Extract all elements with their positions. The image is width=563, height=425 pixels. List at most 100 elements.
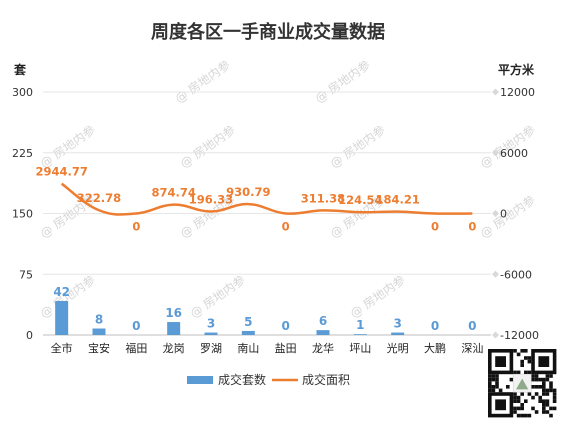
qr-code-image	[488, 349, 557, 418]
left-axis-ticks: 0 75 150 225 300	[12, 86, 33, 342]
bar-value-label: 3	[207, 317, 215, 331]
bar	[167, 322, 181, 335]
qr-module	[545, 392, 550, 396]
bar	[353, 334, 367, 335]
line-value-label: 874.74	[151, 186, 195, 200]
qr-module	[520, 359, 524, 364]
qr-module	[488, 374, 492, 378]
category-label: 罗湖	[200, 342, 222, 355]
right-axis-label: 平方米	[498, 62, 535, 77]
qr-module	[495, 381, 499, 385]
qr-module	[549, 385, 553, 389]
qr-module	[527, 370, 532, 375]
watermark-text: @ 房地内参	[312, 57, 373, 106]
right-tick-label: 12000	[500, 86, 535, 99]
bar-value-label: 0	[132, 319, 140, 333]
line-value-label: 196.33	[189, 193, 233, 207]
qr-module	[527, 413, 532, 418]
category-label: 福田	[125, 341, 147, 355]
qr-module	[538, 377, 542, 382]
qr-module	[552, 399, 557, 403]
qr-module	[549, 413, 553, 418]
x-axis-categories: 全市 宝安 福田 龙岗 罗湖 南山 盐田 龙华 坪山 光明 大鹏 深汕	[51, 341, 484, 355]
qr-finder-core	[495, 356, 506, 367]
qr-module	[531, 385, 535, 389]
category-label: 南山	[237, 342, 259, 355]
qr-module	[495, 385, 499, 389]
bar	[391, 332, 405, 335]
qr-module	[542, 399, 546, 403]
qr-module	[542, 388, 546, 393]
qr-module	[545, 374, 550, 378]
left-axis-label: 套	[13, 62, 27, 77]
line-value-label: 311.38	[301, 191, 345, 205]
line-value-label: 0	[431, 220, 439, 234]
qr-module	[520, 403, 524, 407]
qr-module	[534, 410, 539, 414]
qr-module	[527, 359, 532, 364]
qr-module	[488, 385, 492, 389]
bar-value-label: 42	[53, 285, 70, 299]
qr-module	[531, 374, 535, 378]
qr-module	[531, 377, 535, 382]
bar-value-label: 6	[319, 314, 327, 328]
bar	[204, 332, 218, 335]
qr-module	[520, 392, 524, 396]
qr-module	[495, 377, 499, 382]
line-value-label: 0	[132, 220, 140, 234]
qr-module	[542, 410, 546, 414]
right-tick-label: 6000	[500, 147, 528, 160]
left-tick-label: 150	[12, 208, 33, 221]
qr-module	[542, 403, 546, 407]
qr-module	[524, 349, 528, 353]
qr-module	[542, 381, 546, 385]
qr-module	[520, 349, 524, 353]
qr-module	[513, 370, 517, 375]
qr-module	[552, 406, 557, 411]
qr-module	[531, 395, 535, 400]
qr-module	[538, 385, 542, 389]
qr-module	[545, 388, 550, 393]
qr-module	[524, 399, 528, 403]
qr-module	[491, 374, 496, 378]
qr-module	[513, 349, 517, 353]
qr-module	[524, 413, 528, 418]
bar-data-labels: 42 8 0 16 3 5 0 6 1 3 0 0	[53, 285, 476, 333]
qr-module	[545, 399, 550, 403]
line-value-label: 0	[282, 220, 290, 234]
category-label: 深汕	[461, 342, 483, 355]
line-value-label: 124.54	[338, 193, 382, 207]
qr-module	[488, 377, 492, 382]
legend-label-bar: 成交套数	[218, 372, 266, 387]
category-label: 光明	[387, 341, 409, 355]
qr-module	[545, 410, 550, 414]
qr-module	[542, 377, 546, 382]
watermark-text: @ 房地内参	[187, 272, 248, 321]
qr-module	[516, 413, 521, 418]
qr-module	[552, 388, 557, 393]
right-tick-marker	[492, 210, 499, 217]
line-path	[60, 182, 473, 216]
left-tick-label: 225	[12, 147, 33, 160]
legend-label-line: 成交面积	[302, 372, 350, 387]
bar-value-label: 0	[431, 319, 439, 333]
qr-module	[516, 395, 521, 400]
qr-module	[488, 388, 492, 393]
qr-module	[549, 381, 553, 385]
qr-module	[527, 356, 532, 360]
qr-module	[542, 392, 546, 396]
bar-value-label: 3	[393, 317, 401, 331]
qr-module	[488, 381, 492, 385]
category-label: 龙岗	[163, 342, 185, 355]
watermark-text: @ 房地内参	[172, 57, 233, 106]
qr-module	[538, 395, 542, 400]
watermark-text: @ 房地内参	[347, 272, 408, 321]
qr-module	[516, 399, 521, 403]
qr-module	[534, 385, 539, 389]
qr-module	[542, 406, 546, 411]
qr-module	[491, 388, 496, 393]
bar	[55, 300, 69, 335]
qr-module	[531, 406, 535, 411]
qr-module	[542, 385, 546, 389]
qr-module	[538, 399, 542, 403]
